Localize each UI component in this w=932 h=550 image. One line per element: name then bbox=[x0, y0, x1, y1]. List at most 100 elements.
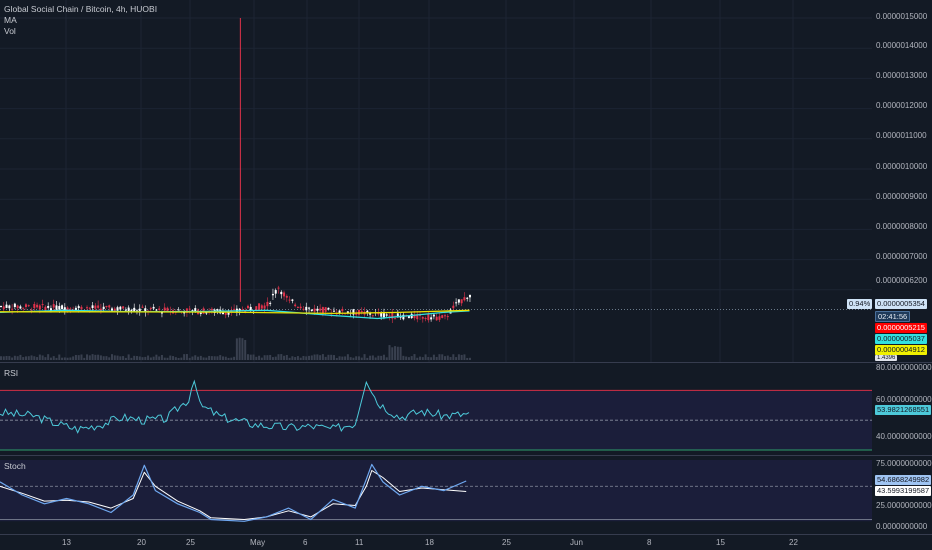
volume-bar bbox=[19, 354, 22, 360]
volume-bar bbox=[394, 346, 397, 360]
candle-body bbox=[283, 292, 286, 297]
rsi-chart[interactable] bbox=[0, 363, 872, 455]
time-tick: 11 bbox=[355, 538, 364, 547]
volume-bar bbox=[44, 357, 47, 360]
rsi-legend[interactable]: RSI bbox=[4, 368, 19, 378]
volume-bar bbox=[288, 357, 291, 360]
candle-body bbox=[188, 308, 191, 310]
volume-bar bbox=[357, 356, 360, 360]
stoch-k-tag: 54.6868249982 bbox=[875, 475, 932, 485]
stoch-pane[interactable]: Stoch bbox=[0, 456, 872, 534]
volume-bar bbox=[466, 357, 469, 360]
volume-bar bbox=[241, 338, 244, 360]
volume-bar bbox=[413, 354, 416, 360]
volume-bar bbox=[319, 355, 322, 360]
candle-body bbox=[58, 306, 61, 310]
candle-body bbox=[111, 308, 113, 311]
candle-body bbox=[294, 304, 297, 307]
volume-bar bbox=[355, 356, 358, 360]
rsi-axis[interactable]: 80.0000000000 60.0000000000 40.000000000… bbox=[872, 363, 932, 455]
volume-bar bbox=[260, 357, 263, 360]
candle-body bbox=[105, 305, 108, 307]
volume-bar bbox=[255, 356, 258, 360]
volume-bar bbox=[313, 354, 316, 360]
volume-bar bbox=[271, 357, 274, 360]
candle-body bbox=[44, 306, 47, 311]
volume-bar bbox=[246, 354, 249, 360]
price-tick: 0.0000006200 bbox=[876, 276, 928, 285]
candle-body bbox=[274, 290, 277, 294]
volume-bar bbox=[266, 355, 269, 360]
candle-body bbox=[41, 304, 44, 306]
volume-bar bbox=[94, 354, 97, 360]
volume-bar bbox=[371, 355, 374, 360]
candle-body bbox=[380, 312, 383, 317]
candle-body bbox=[463, 297, 466, 301]
volume-bar bbox=[216, 356, 219, 360]
time-axis[interactable]: 13 20 25 May 6 11 18 25 Jun 8 15 22 bbox=[0, 535, 872, 550]
candle-body bbox=[316, 308, 319, 311]
price-pane[interactable]: Global Social Chain / Bitcoin, 4h, HUOBI… bbox=[0, 0, 872, 362]
candle-body bbox=[27, 305, 30, 307]
volume-bar bbox=[5, 356, 8, 360]
pane-divider[interactable] bbox=[0, 455, 932, 456]
candle-body bbox=[452, 305, 455, 309]
candle-body bbox=[5, 304, 8, 308]
price-axis[interactable]: 0.0000015000 0.0000014000 0.0000013000 0… bbox=[872, 0, 932, 362]
volume-bar bbox=[61, 357, 64, 360]
candle-body bbox=[308, 307, 311, 309]
price-chart[interactable] bbox=[0, 0, 872, 362]
volume-bar bbox=[69, 357, 72, 360]
volume-bar bbox=[299, 357, 302, 360]
volume-bar bbox=[446, 355, 449, 360]
volume-bar bbox=[296, 356, 299, 360]
volume-bar bbox=[399, 346, 402, 360]
ma-yellow-tag: 0.0000004912 bbox=[875, 345, 927, 355]
candle-body bbox=[194, 308, 197, 313]
volume-bar bbox=[360, 357, 363, 360]
price-tick: 0.0000014000 bbox=[876, 41, 928, 50]
volume-bar bbox=[127, 354, 130, 360]
volume-bar bbox=[194, 355, 197, 360]
candle-body bbox=[457, 299, 460, 303]
volume-bar bbox=[88, 355, 91, 360]
time-axis-divider bbox=[0, 534, 932, 535]
candle-body bbox=[468, 294, 471, 298]
volume-bar bbox=[58, 354, 61, 360]
candle-body bbox=[199, 312, 202, 314]
rsi-tick: 40.0000000000 bbox=[876, 432, 932, 441]
volume-bar bbox=[197, 356, 200, 360]
candle-body bbox=[421, 316, 424, 319]
candle-body bbox=[466, 297, 469, 299]
candle-body bbox=[227, 311, 230, 315]
volume-bar bbox=[0, 356, 2, 360]
candle-body bbox=[144, 308, 147, 313]
volume-bar bbox=[291, 356, 294, 360]
candle-body bbox=[91, 305, 94, 309]
candle-body bbox=[296, 306, 299, 308]
stoch-tick: 25.0000000000 bbox=[876, 501, 932, 510]
candle-body bbox=[435, 316, 438, 321]
candle-body bbox=[77, 306, 80, 309]
volume-bar bbox=[52, 356, 55, 360]
candle-body bbox=[249, 306, 252, 311]
volume-bar bbox=[427, 357, 430, 360]
volume-bar bbox=[468, 357, 471, 360]
candle-body bbox=[99, 308, 102, 312]
rsi-pane[interactable]: RSI bbox=[0, 363, 872, 455]
volume-bar bbox=[310, 355, 313, 360]
vol-legend[interactable]: Vol bbox=[4, 26, 16, 36]
volume-bar bbox=[172, 356, 175, 360]
candle-body bbox=[444, 315, 446, 317]
volume-bar bbox=[455, 357, 458, 360]
candle-body bbox=[69, 308, 72, 310]
pane-divider[interactable] bbox=[0, 362, 932, 363]
ma-legend[interactable]: MA bbox=[4, 15, 17, 25]
stoch-chart[interactable] bbox=[0, 456, 872, 534]
stoch-axis[interactable]: 75.0000000000 25.0000000000 0.0000000000… bbox=[872, 456, 932, 534]
stoch-legend[interactable]: Stoch bbox=[4, 461, 26, 471]
volume-bar bbox=[41, 355, 44, 360]
candle-body bbox=[266, 301, 269, 307]
candle-body bbox=[124, 309, 127, 311]
volume-bar bbox=[158, 356, 161, 360]
